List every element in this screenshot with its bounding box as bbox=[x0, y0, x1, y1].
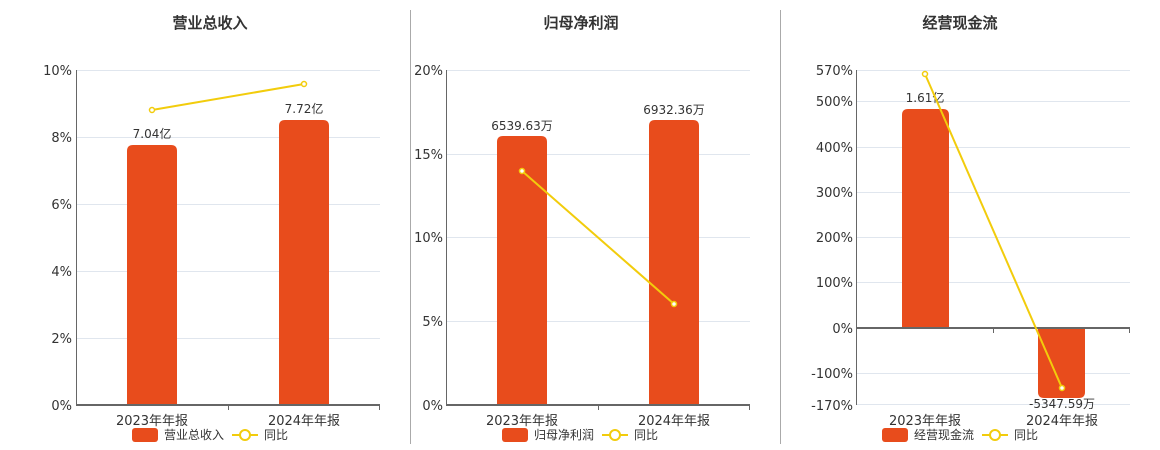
bar-2023 bbox=[902, 109, 949, 328]
svg-text:0%: 0% bbox=[422, 399, 443, 414]
svg-text:570%: 570% bbox=[816, 64, 853, 79]
yoy-line bbox=[518, 167, 678, 308]
legend-bar-swatch[interactable] bbox=[882, 427, 908, 442]
svg-text:2024年年报: 2024年年报 bbox=[268, 414, 340, 429]
svg-text:8%: 8% bbox=[51, 131, 72, 146]
svg-text:-170%: -170% bbox=[811, 399, 853, 414]
legend: 经营现金流 同比 bbox=[882, 426, 1038, 443]
y-axis-labels: 10% 8% 6% 4% 2% 0% bbox=[43, 64, 72, 414]
bars bbox=[902, 109, 1085, 398]
bar-2023 bbox=[497, 136, 547, 405]
bar-labels: 7.04亿 7.72亿 bbox=[133, 101, 324, 141]
panel-divider bbox=[410, 10, 411, 444]
legend-bar-swatch[interactable] bbox=[132, 427, 158, 442]
svg-text:2024年年报: 2024年年报 bbox=[1026, 414, 1098, 429]
yoy-line bbox=[148, 80, 308, 114]
bar-2024 bbox=[1038, 328, 1085, 398]
svg-text:7.04亿: 7.04亿 bbox=[133, 126, 172, 141]
svg-text:15%: 15% bbox=[414, 148, 443, 163]
svg-text:100%: 100% bbox=[816, 276, 853, 291]
legend-bar-swatch[interactable] bbox=[502, 427, 528, 442]
svg-text:-5347.59万: -5347.59万 bbox=[1029, 397, 1095, 411]
bars bbox=[497, 120, 699, 405]
svg-text:-100%: -100% bbox=[811, 367, 853, 382]
svg-text:0%: 0% bbox=[51, 399, 72, 414]
bars bbox=[127, 120, 329, 405]
x-axis-labels: 2023年年报 2024年年报 bbox=[889, 414, 1098, 429]
svg-text:2024年年报: 2024年年报 bbox=[638, 414, 710, 429]
chart-title: 归母净利润 bbox=[543, 14, 619, 32]
bar-2024 bbox=[279, 120, 329, 405]
svg-text:10%: 10% bbox=[43, 64, 72, 79]
svg-text:200%: 200% bbox=[816, 231, 853, 246]
yoy-line bbox=[921, 70, 1066, 392]
svg-text:2023年年报: 2023年年报 bbox=[116, 414, 188, 429]
chart-title: 经营现金流 bbox=[922, 14, 998, 32]
svg-text:6%: 6% bbox=[51, 198, 72, 213]
legend: 归母净利润 同比 bbox=[502, 426, 658, 443]
legend-line-icon[interactable] bbox=[982, 428, 1009, 442]
legend-bar-label[interactable]: 经营现金流 bbox=[914, 428, 975, 442]
chart-panel-revenue: 营业总收入 10% 8% 6% 4% 2% 0% 7.04亿 7.72亿 bbox=[0, 0, 410, 450]
chart-plot: 10% 8% 6% 4% 2% 0% 7.04亿 7.72亿 2023年年报 2… bbox=[43, 64, 380, 429]
legend-bar-label[interactable]: 营业总收入 bbox=[164, 428, 225, 442]
legend-line-label[interactable]: 同比 bbox=[1014, 428, 1039, 442]
legend: 营业总收入 同比 bbox=[132, 426, 288, 443]
grid-lines bbox=[857, 70, 1130, 405]
svg-text:6539.63万: 6539.63万 bbox=[491, 119, 553, 133]
svg-text:10%: 10% bbox=[414, 231, 443, 246]
svg-text:6932.36万: 6932.36万 bbox=[643, 103, 705, 117]
svg-text:20%: 20% bbox=[414, 64, 443, 79]
svg-text:2023年年报: 2023年年报 bbox=[889, 414, 961, 429]
y-axis-labels: 570% 500% 400% 300% 200% 100% 0% -100% -… bbox=[811, 64, 853, 414]
chart-plot: 20% 15% 10% 5% 0% 6539.63万 6932.36万 2023… bbox=[414, 64, 750, 429]
legend-bar-label[interactable]: 归母净利润 bbox=[534, 428, 595, 442]
svg-text:7.72亿: 7.72亿 bbox=[285, 101, 324, 116]
svg-text:400%: 400% bbox=[816, 141, 853, 156]
bar-2024 bbox=[649, 120, 699, 405]
bar-labels: 6539.63万 6932.36万 bbox=[491, 103, 705, 133]
svg-text:300%: 300% bbox=[816, 186, 853, 201]
svg-text:2%: 2% bbox=[51, 332, 72, 347]
legend-line-icon[interactable] bbox=[602, 428, 629, 442]
chart-title: 营业总收入 bbox=[172, 14, 248, 32]
svg-text:2023年年报: 2023年年报 bbox=[486, 414, 558, 429]
bar-2023 bbox=[127, 145, 177, 405]
x-axis-labels: 2023年年报 2024年年报 bbox=[486, 414, 710, 429]
x-axis-labels: 2023年年报 2024年年报 bbox=[116, 414, 340, 429]
svg-text:0%: 0% bbox=[832, 322, 853, 337]
legend-line-label[interactable]: 同比 bbox=[634, 428, 659, 442]
panel-divider bbox=[780, 10, 781, 444]
svg-text:500%: 500% bbox=[816, 95, 853, 110]
svg-text:5%: 5% bbox=[422, 315, 443, 330]
legend-line-label[interactable]: 同比 bbox=[264, 428, 289, 442]
grid-lines bbox=[77, 70, 380, 339]
svg-text:4%: 4% bbox=[51, 265, 72, 280]
chart-panel-net-profit: 归母净利润 20% 15% 10% 5% 0% 6539.63万 6932.36… bbox=[414, 14, 750, 443]
y-axis-labels: 20% 15% 10% 5% 0% bbox=[414, 64, 443, 414]
legend-line-icon[interactable] bbox=[232, 428, 259, 442]
